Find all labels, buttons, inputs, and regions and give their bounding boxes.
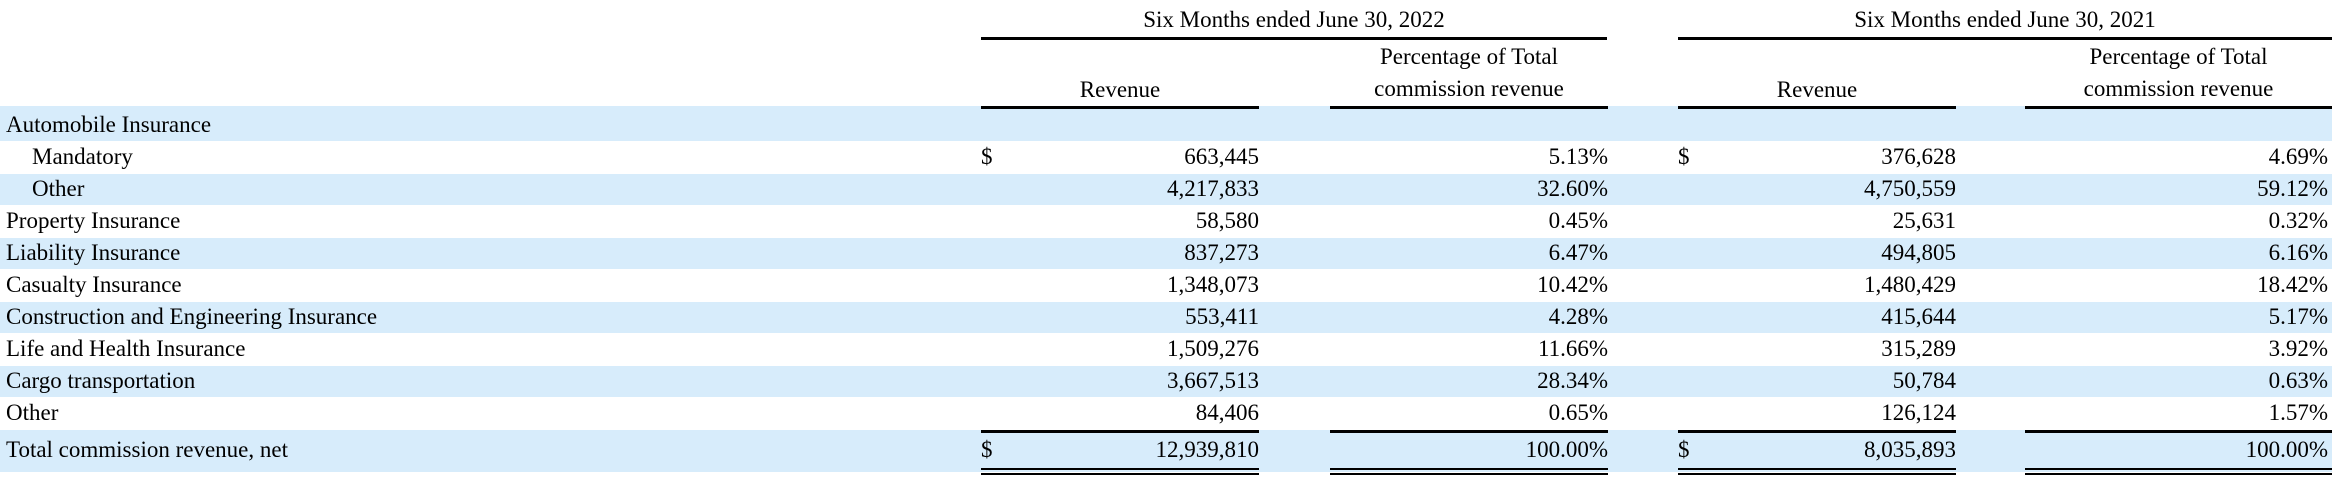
col-header-pct-2022-line1: Percentage of Total bbox=[1379, 44, 1559, 69]
pct-2021: 1.57% bbox=[2268, 400, 2328, 425]
revenue-2022: 1,509,276 bbox=[1167, 336, 1259, 361]
pct-2021: 18.42% bbox=[2257, 272, 2328, 297]
total-row: Total commission revenue, net $ 12,939,8… bbox=[0, 434, 2332, 466]
pct-2022: 0.45% bbox=[1548, 208, 1608, 233]
period-rule-2021 bbox=[1678, 37, 2332, 40]
total-rule-pct-2022 bbox=[1330, 430, 1608, 433]
pct-2022: 4.28% bbox=[1548, 304, 1608, 329]
period-header-2021: Six Months ended June 30, 2021 bbox=[1854, 7, 2156, 32]
col-rule-pct-2022 bbox=[1330, 106, 1608, 109]
table-row: Construction and Engineering Insurance 5… bbox=[0, 301, 2332, 333]
revenue-2022: 663,445 bbox=[1184, 144, 1259, 169]
revenue-2021: 50,784 bbox=[1892, 368, 1956, 393]
revenue-2022: 553,411 bbox=[1185, 304, 1259, 329]
total-revenue-2021: 8,035,893 bbox=[1864, 437, 1956, 462]
pct-2021: 0.63% bbox=[2268, 368, 2328, 393]
double-rule-top-pct-2022 bbox=[1330, 468, 1608, 470]
double-rule-top-pct-2021 bbox=[2025, 468, 2332, 470]
pct-2022: 32.60% bbox=[1537, 176, 1608, 201]
pct-2022: 10.42% bbox=[1537, 272, 1608, 297]
row-label: Other bbox=[32, 176, 85, 201]
band-row bbox=[0, 302, 2332, 333]
revenue-2021: 494,805 bbox=[1881, 240, 1956, 265]
table-row: Casualty Insurance 1,348,073 10.42% 1,48… bbox=[0, 269, 2332, 301]
col-header-pct-2021-line2: commission revenue bbox=[2083, 76, 2274, 101]
band-row bbox=[0, 366, 2332, 397]
col-header-pct-2022-line2: commission revenue bbox=[1374, 76, 1564, 101]
revenue-2021: 376,628 bbox=[1881, 144, 1956, 169]
row-label: Mandatory bbox=[32, 144, 133, 169]
pct-2021: 0.32% bbox=[2268, 208, 2328, 233]
table-row: Life and Health Insurance 1,509,276 11.6… bbox=[0, 333, 2332, 365]
double-rule-bottom-revenue-2022 bbox=[981, 473, 1259, 475]
row-label: Construction and Engineering Insurance bbox=[6, 304, 378, 329]
row-label: Cargo transportation bbox=[6, 368, 196, 393]
pct-2022: 11.66% bbox=[1537, 336, 1608, 361]
col-rule-pct-2021 bbox=[2025, 106, 2332, 109]
revenue-2021: 25,631 bbox=[1892, 208, 1956, 233]
row-label: Liability Insurance bbox=[6, 240, 181, 265]
currency-2021: $ bbox=[1678, 437, 1690, 462]
revenue-2022: 3,667,513 bbox=[1167, 368, 1259, 393]
pct-2022: 6.47% bbox=[1548, 240, 1608, 265]
revenue-2021: 1,480,429 bbox=[1864, 272, 1956, 297]
pct-2021: 59.12% bbox=[2257, 176, 2328, 201]
period-header-2022: Six Months ended June 30, 2022 bbox=[1143, 7, 1445, 32]
revenue-2022: 84,406 bbox=[1195, 400, 1259, 425]
revenue-2022: 4,217,833 bbox=[1167, 176, 1259, 201]
row-label: Other bbox=[6, 400, 59, 425]
total-revenue-2022: 12,939,810 bbox=[1155, 437, 1260, 462]
table-row: Mandatory $ 663,445 5.13% $ 376,628 4.69… bbox=[0, 141, 2332, 173]
revenue-2021: 126,124 bbox=[1881, 400, 1956, 425]
pct-2021: 6.16% bbox=[2268, 240, 2328, 265]
total-rule-revenue-2022 bbox=[981, 430, 1259, 433]
pct-2021: 5.17% bbox=[2268, 304, 2328, 329]
revenue-2022: 1,348,073 bbox=[1167, 272, 1259, 297]
section-label-automobile: Automobile Insurance bbox=[6, 112, 212, 137]
currency-2022: $ bbox=[981, 437, 993, 462]
table-row: Other 84,406 0.65% 126,124 1.57% bbox=[0, 397, 2332, 429]
double-rule-bottom-pct-2022 bbox=[1330, 473, 1608, 475]
pct-2022: 0.65% bbox=[1548, 400, 1608, 425]
table-row: Cargo transportation 3,667,513 28.34% 50… bbox=[0, 365, 2332, 397]
total-rule-pct-2021 bbox=[2025, 430, 2332, 433]
pct-2021: 4.69% bbox=[2268, 144, 2328, 169]
currency-2021: $ bbox=[1678, 144, 1690, 169]
total-label: Total commission revenue, net bbox=[6, 437, 288, 462]
double-rule-bottom-pct-2021 bbox=[2025, 473, 2332, 475]
double-rule-top-revenue-2021 bbox=[1678, 468, 1956, 470]
currency-2022: $ bbox=[981, 144, 993, 169]
band-total bbox=[0, 430, 2332, 472]
row-label: Life and Health Insurance bbox=[6, 336, 246, 361]
pct-2022: 5.13% bbox=[1548, 144, 1608, 169]
band-row bbox=[0, 174, 2332, 205]
revenue-2021: 415,644 bbox=[1881, 304, 1956, 329]
period-rule-2022 bbox=[981, 37, 1607, 40]
total-pct-2022: 100.00% bbox=[1525, 437, 1608, 462]
revenue-2022: 837,273 bbox=[1184, 240, 1259, 265]
total-rule-revenue-2021 bbox=[1678, 430, 1956, 433]
col-rule-revenue-2022 bbox=[981, 106, 1259, 109]
total-pct-2021: 100.00% bbox=[2245, 437, 2328, 462]
band-section bbox=[0, 106, 2332, 141]
pct-2022: 28.34% bbox=[1537, 368, 1608, 393]
col-header-revenue-2021: Revenue bbox=[1776, 77, 1858, 102]
row-label: Property Insurance bbox=[6, 208, 181, 233]
col-rule-revenue-2021 bbox=[1678, 106, 1956, 109]
revenue-2022: 58,580 bbox=[1195, 208, 1259, 233]
double-rule-bottom-revenue-2021 bbox=[1678, 473, 1956, 475]
pct-2021: 3.92% bbox=[2268, 336, 2328, 361]
revenue-2021: 315,289 bbox=[1881, 336, 1956, 361]
row-label: Casualty Insurance bbox=[6, 272, 182, 297]
table-row: Property Insurance 58,580 0.45% 25,631 0… bbox=[0, 205, 2332, 237]
col-header-pct-2021-line1: Percentage of Total bbox=[2089, 44, 2268, 69]
revenue-2021: 4,750,559 bbox=[1864, 176, 1956, 201]
double-rule-top-revenue-2022 bbox=[981, 468, 1259, 470]
band-row bbox=[0, 238, 2332, 269]
col-header-revenue-2022: Revenue bbox=[1079, 77, 1161, 102]
table-row: Other 4,217,833 32.60% 4,750,559 59.12% bbox=[0, 173, 2332, 205]
table-row: Liability Insurance 837,273 6.47% 494,80… bbox=[0, 237, 2332, 269]
